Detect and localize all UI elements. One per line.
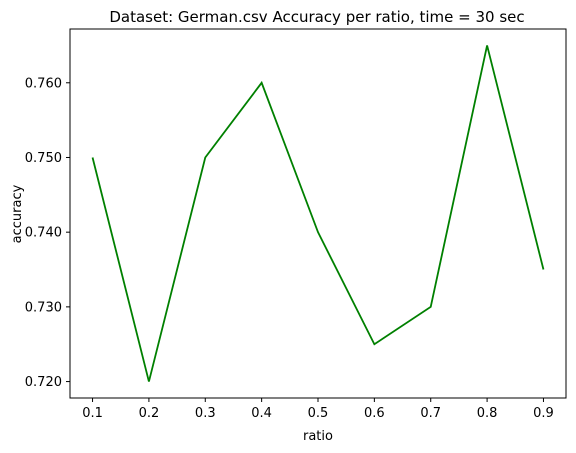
data-point — [373, 343, 375, 345]
y-tick-label: 0.730 — [25, 300, 62, 315]
data-point — [486, 45, 488, 47]
series-layer — [91, 45, 545, 383]
x-tick-label: 0.1 — [82, 406, 103, 421]
accuracy-series-line — [91, 45, 545, 382]
data-point — [92, 157, 94, 159]
x-tick-label: 0.3 — [195, 406, 216, 421]
data-point — [204, 157, 206, 159]
y-tick-label: 0.720 — [25, 375, 62, 390]
y-axis-label: accuracy — [10, 184, 25, 243]
data-point — [543, 269, 545, 271]
y-axis-ticks: 0.720 0.730 0.740 0.750 0.760 — [25, 76, 70, 390]
x-tick-label: 0.6 — [364, 406, 385, 421]
y-tick-label: 0.760 — [25, 76, 62, 91]
data-point — [317, 231, 319, 233]
x-tick-label: 0.7 — [420, 406, 441, 421]
x-tick-label: 0.2 — [139, 406, 160, 421]
x-tick-label: 0.4 — [251, 406, 272, 421]
y-tick-label: 0.750 — [25, 151, 62, 166]
x-tick-label: 0.9 — [533, 406, 554, 421]
y-tick-label: 0.740 — [25, 226, 62, 241]
plot-frame — [69, 28, 567, 399]
x-tick-label: 0.8 — [477, 406, 498, 421]
x-axis-label: ratio — [303, 429, 333, 444]
x-axis-ticks: 0.1 0.2 0.3 0.4 0.5 0.6 0.7 0.8 0.9 — [82, 398, 554, 421]
x-tick-label: 0.5 — [308, 406, 329, 421]
data-point — [261, 82, 263, 84]
chart-title: Dataset: German.csv Accuracy per ratio, … — [109, 8, 524, 26]
data-point — [148, 381, 150, 383]
data-point — [430, 306, 432, 308]
